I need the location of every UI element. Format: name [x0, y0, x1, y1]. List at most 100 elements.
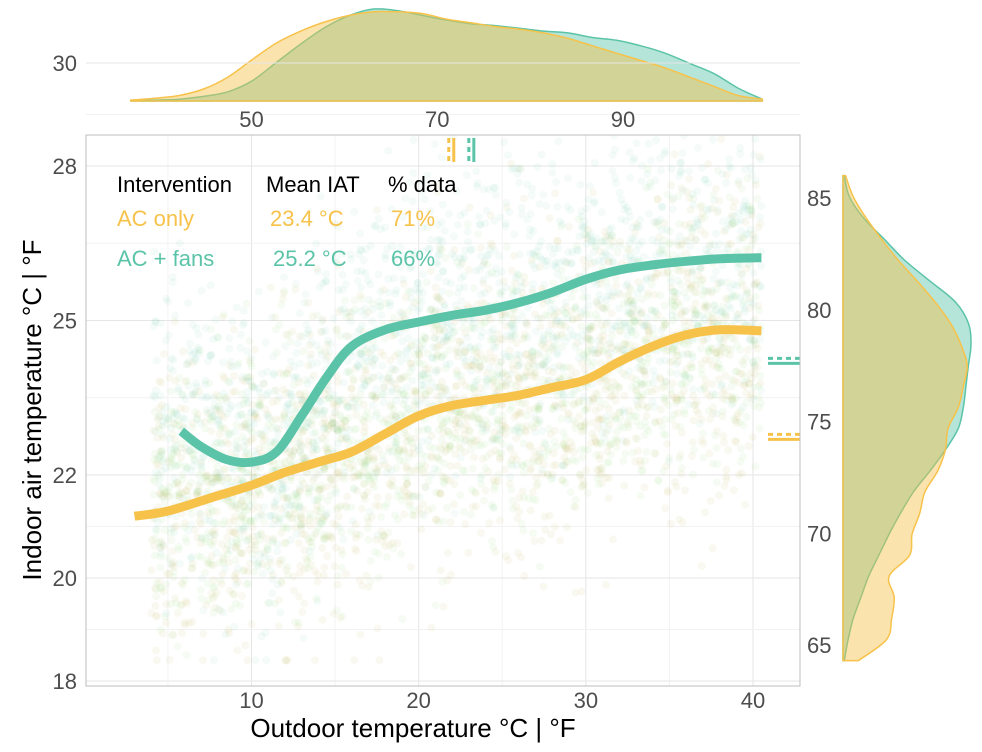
scatter-point [595, 466, 604, 475]
scatter-point [501, 219, 510, 228]
scatter-point [292, 401, 301, 410]
scatter-point [248, 549, 257, 558]
scatter-point [495, 373, 503, 381]
scatter-point [229, 528, 238, 537]
scatter-point [706, 240, 715, 249]
scatter-point [238, 376, 247, 384]
scatter-point [352, 547, 361, 556]
scatter-point [424, 477, 433, 486]
scatter-point [443, 417, 452, 425]
scatter-point [364, 276, 372, 285]
scatter-point [218, 570, 227, 579]
scatter-point [347, 384, 356, 393]
scatter-point [557, 266, 566, 275]
scatter-point [171, 376, 180, 385]
scatter-point [241, 377, 250, 386]
scatter-point [665, 227, 674, 236]
scatter-point [668, 379, 677, 388]
scatter-point [175, 421, 183, 430]
scatter-point [564, 333, 573, 341]
scatter-point [529, 279, 537, 288]
scatter-point [230, 512, 239, 521]
scatter-point [155, 403, 164, 412]
scatter-point [751, 292, 760, 301]
scatter-point [741, 372, 750, 381]
scatter-point [470, 453, 478, 462]
scatter-point [268, 538, 277, 547]
scatter-point [384, 275, 393, 283]
scatter-point [553, 391, 562, 400]
scatter-point [486, 211, 495, 220]
scatter-point [579, 422, 588, 431]
scatter-point [431, 180, 440, 189]
scatter-point [341, 435, 350, 444]
scatter-point [271, 501, 280, 510]
scatter-point [414, 296, 423, 305]
scatter-point [646, 156, 655, 165]
scatter-point [726, 345, 735, 354]
scatter-point [739, 360, 748, 369]
scatter-point [709, 409, 718, 418]
scatter-point [663, 439, 672, 448]
scatter-point [346, 312, 355, 321]
scatter-point [636, 309, 645, 318]
scatter-point [327, 534, 336, 543]
scatter-point [297, 524, 306, 533]
scatter-point [749, 150, 758, 159]
scatter-point [515, 373, 524, 382]
scatter-point [464, 548, 473, 557]
scatter-point [322, 270, 331, 279]
scatter-point [212, 519, 221, 528]
scatter-point [576, 180, 585, 189]
scatter-point [203, 409, 212, 418]
scatter-point [236, 499, 245, 508]
scatter-point [316, 481, 325, 490]
scatter-point [232, 543, 241, 552]
scatter-point [604, 257, 613, 266]
scatter-point [289, 586, 298, 595]
scatter-point [557, 329, 566, 338]
scatter-point [169, 356, 178, 365]
scatter-point [377, 311, 386, 320]
scatter-point [548, 160, 557, 169]
scatter-point [699, 302, 708, 311]
scatter-point [405, 501, 414, 510]
scatter-point [388, 385, 397, 394]
scatter-point [371, 354, 380, 363]
scatter-point [740, 381, 749, 390]
scatter-point [209, 594, 217, 603]
scatter-point [436, 566, 445, 575]
scatter-point [650, 449, 659, 458]
scatter-point [571, 495, 580, 504]
scatter-point [320, 465, 328, 474]
scatter-point [168, 560, 177, 569]
scatter-point [156, 625, 165, 634]
scatter-point [604, 241, 613, 249]
scatter-point [700, 213, 709, 222]
scatter-point [516, 250, 525, 259]
scatter-point [401, 486, 410, 495]
scatter-point [454, 413, 463, 422]
scatter-point [442, 336, 451, 345]
scatter-point [419, 500, 428, 509]
scatter-point [491, 446, 500, 455]
scatter-point [156, 488, 165, 497]
scatter-point [722, 294, 731, 303]
scatter-point [597, 321, 606, 330]
scatter-point [385, 479, 394, 488]
scatter-point [625, 245, 634, 254]
scatter-point [553, 237, 562, 246]
scatter-point [636, 456, 645, 465]
scatter-point [441, 448, 450, 457]
scatter-point [675, 171, 684, 180]
scatter-point [404, 307, 413, 316]
scatter-point [226, 361, 234, 370]
scatter-point [741, 500, 750, 509]
scatter-point [462, 171, 471, 180]
scatter-point [528, 455, 537, 464]
scatter-point [745, 379, 754, 388]
scatter-point [399, 279, 408, 288]
scatter-point [680, 340, 688, 349]
scatter-point [497, 267, 506, 276]
scatter-point [701, 508, 709, 517]
